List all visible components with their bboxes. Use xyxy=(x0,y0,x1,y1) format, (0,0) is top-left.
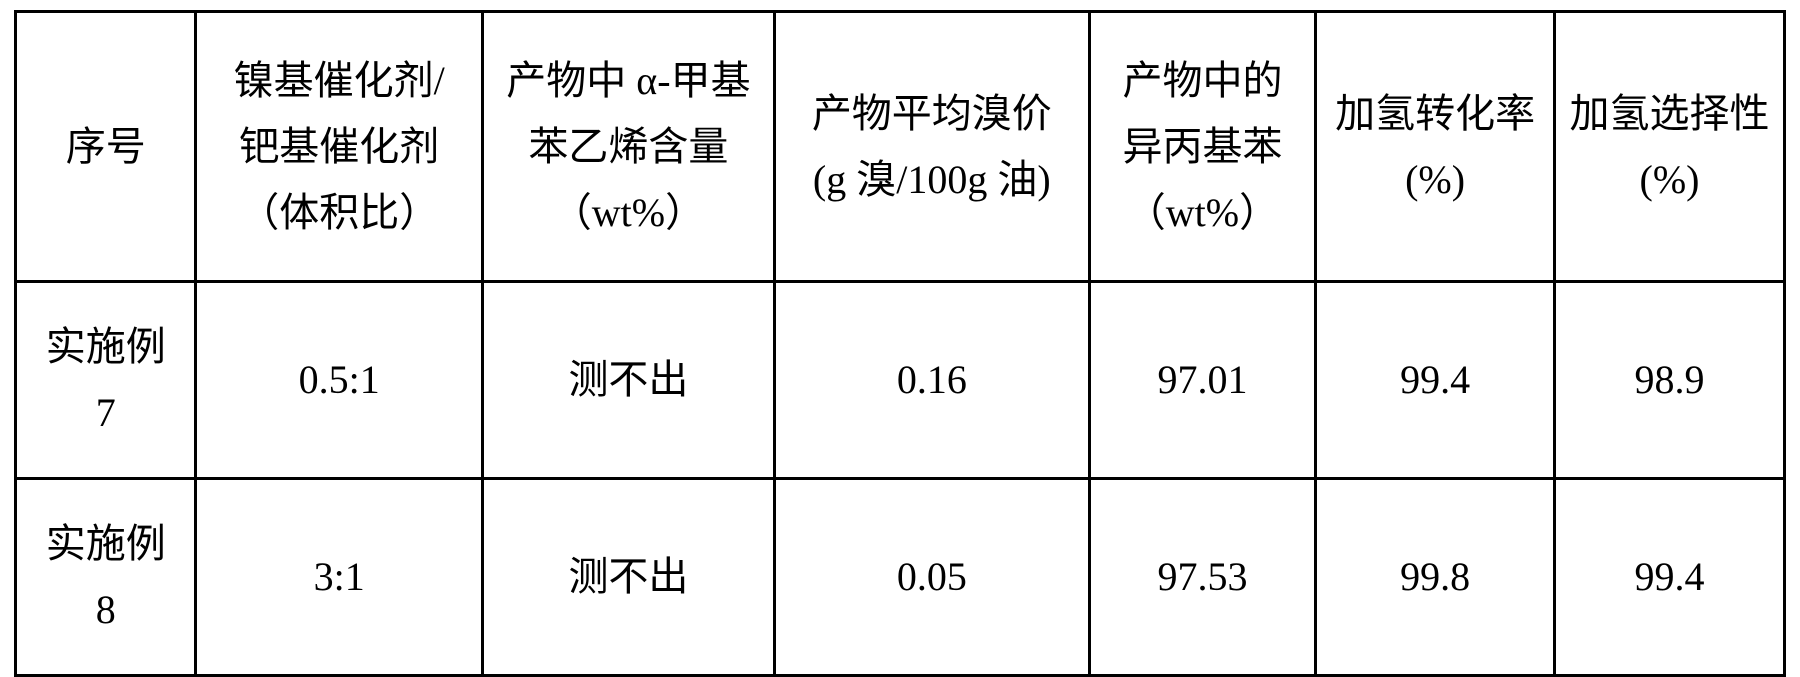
row-0-label-line-1: 7 xyxy=(96,390,116,435)
data-table: 序号 镍基催化剂/ 钯基催化剂 （体积比） 产物中 α-甲基 苯乙烯含量 （wt… xyxy=(14,10,1786,677)
table-container: 序号 镍基催化剂/ 钯基催化剂 （体积比） 产物中 α-甲基 苯乙烯含量 （wt… xyxy=(0,0,1800,653)
col-header-3-line-1: (g 溴/100g 油) xyxy=(813,157,1051,202)
col-header-1-line-2: （体积比） xyxy=(239,190,439,235)
col-header-2-line-2: （wt%） xyxy=(552,190,705,235)
col-header-2-line-1: 苯乙烯含量 xyxy=(528,124,728,169)
col-header-1: 镍基催化剂/ 钯基催化剂 （体积比） xyxy=(196,12,483,282)
col-header-4: 产物中的 异丙基苯 （wt%） xyxy=(1089,12,1315,282)
table-header-row: 序号 镍基催化剂/ 钯基催化剂 （体积比） 产物中 α-甲基 苯乙烯含量 （wt… xyxy=(16,12,1785,282)
col-header-4-line-0: 产物中的 xyxy=(1122,58,1282,103)
col-header-4-line-1: 异丙基苯 xyxy=(1122,124,1282,169)
row-0-cell-4: 99.4 xyxy=(1316,282,1555,479)
row-1-cell-2: 0.05 xyxy=(774,479,1089,676)
row-0-label: 实施例 7 xyxy=(16,282,196,479)
col-header-3: 产物平均溴价 (g 溴/100g 油) xyxy=(774,12,1089,282)
col-header-0: 序号 xyxy=(16,12,196,282)
row-0-cell-2: 0.16 xyxy=(774,282,1089,479)
col-header-2-line-0: 产物中 α-甲基 xyxy=(506,58,750,103)
row-1-cell-0: 3:1 xyxy=(196,479,483,676)
row-1-cell-1: 测不出 xyxy=(483,479,775,676)
row-0-cell-0: 0.5:1 xyxy=(196,282,483,479)
table-row: 实施例 8 3:1 测不出 0.05 97.53 99.8 99.4 xyxy=(16,479,1785,676)
col-header-0-line-0: 序号 xyxy=(66,124,146,169)
col-header-5-line-1: (%) xyxy=(1405,157,1465,202)
table-row: 实施例 7 0.5:1 测不出 0.16 97.01 99.4 98.9 xyxy=(16,282,1785,479)
row-0-cell-5: 98.9 xyxy=(1554,282,1784,479)
row-1-cell-5: 99.4 xyxy=(1554,479,1784,676)
row-1-label-line-1: 8 xyxy=(96,587,116,632)
row-0-cell-1: 测不出 xyxy=(483,282,775,479)
col-header-4-line-2: （wt%） xyxy=(1126,190,1279,235)
col-header-6-line-0: 加氢选择性 xyxy=(1569,91,1769,136)
row-1-label: 实施例 8 xyxy=(16,479,196,676)
row-1-cell-3: 97.53 xyxy=(1089,479,1315,676)
col-header-2: 产物中 α-甲基 苯乙烯含量 （wt%） xyxy=(483,12,775,282)
row-1-label-line-0: 实施例 xyxy=(46,521,166,566)
col-header-3-line-0: 产物平均溴价 xyxy=(812,91,1052,136)
col-header-1-line-1: 钯基催化剂 xyxy=(239,124,439,169)
row-0-cell-3: 97.01 xyxy=(1089,282,1315,479)
row-1-cell-4: 99.8 xyxy=(1316,479,1555,676)
col-header-6: 加氢选择性 (%) xyxy=(1554,12,1784,282)
col-header-6-line-1: (%) xyxy=(1640,157,1700,202)
col-header-5-line-0: 加氢转化率 xyxy=(1335,91,1535,136)
row-0-label-line-0: 实施例 xyxy=(46,324,166,369)
col-header-5: 加氢转化率 (%) xyxy=(1316,12,1555,282)
col-header-1-line-0: 镍基催化剂/ xyxy=(234,58,445,103)
